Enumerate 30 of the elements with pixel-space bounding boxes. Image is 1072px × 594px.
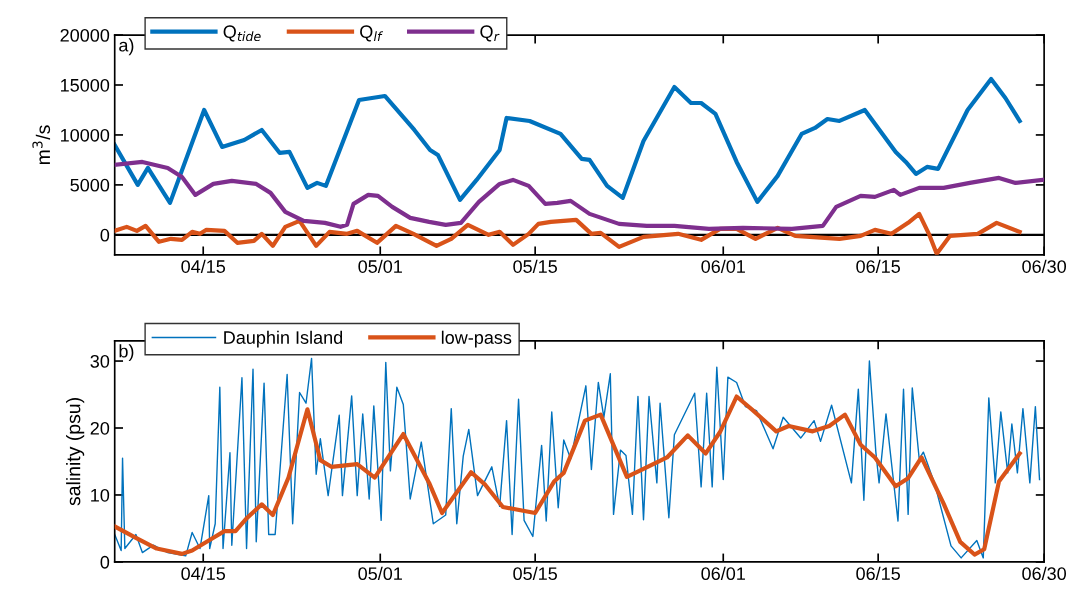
y-tick-label: 15000 [61, 78, 110, 92]
x-tick-label: 05/15 [513, 259, 557, 273]
legend-label: Q$_{tide}$ [223, 25, 261, 42]
y-tick-label: 0 [100, 555, 110, 569]
x-tick-label: 05/01 [358, 259, 402, 273]
y-tick-label: 5000 [70, 178, 110, 192]
x-tick-label: 06/15 [856, 259, 900, 273]
y-tick-label: 20000 [60, 28, 110, 42]
x-tick-label: 05/01 [358, 566, 402, 581]
y-tick-label: 30 [90, 354, 110, 368]
y-axis-title: m$^{3}$/s [32, 125, 51, 165]
legend-label: Q$_{lf}$ [360, 25, 384, 42]
x-tick-label: 04/15 [181, 259, 226, 273]
legend-label: Q$_{r}$ [480, 25, 500, 42]
y-tick-label: 10000 [61, 128, 110, 142]
legend-label: Dauphin Island [224, 330, 343, 348]
x-tick-label: 06/30 [1022, 259, 1067, 273]
x-tick-label: 06/30 [1022, 566, 1067, 581]
legend-label: low-pass [441, 330, 512, 348]
y-tick-label: 20 [90, 421, 110, 435]
x-tick-label: 06/15 [856, 566, 900, 581]
x-tick-label: 04/15 [181, 566, 226, 581]
x-tick-label: 06/01 [701, 566, 745, 581]
y-axis-title: salinity (psu) [66, 398, 85, 506]
x-tick-label: 05/15 [513, 566, 557, 581]
annotation: b) [119, 344, 134, 362]
x-tick-label: 06/01 [701, 259, 745, 273]
y-tick-label: 10 [91, 488, 110, 502]
annotation: a) [119, 38, 134, 56]
y-tick-label: 0 [100, 228, 110, 242]
